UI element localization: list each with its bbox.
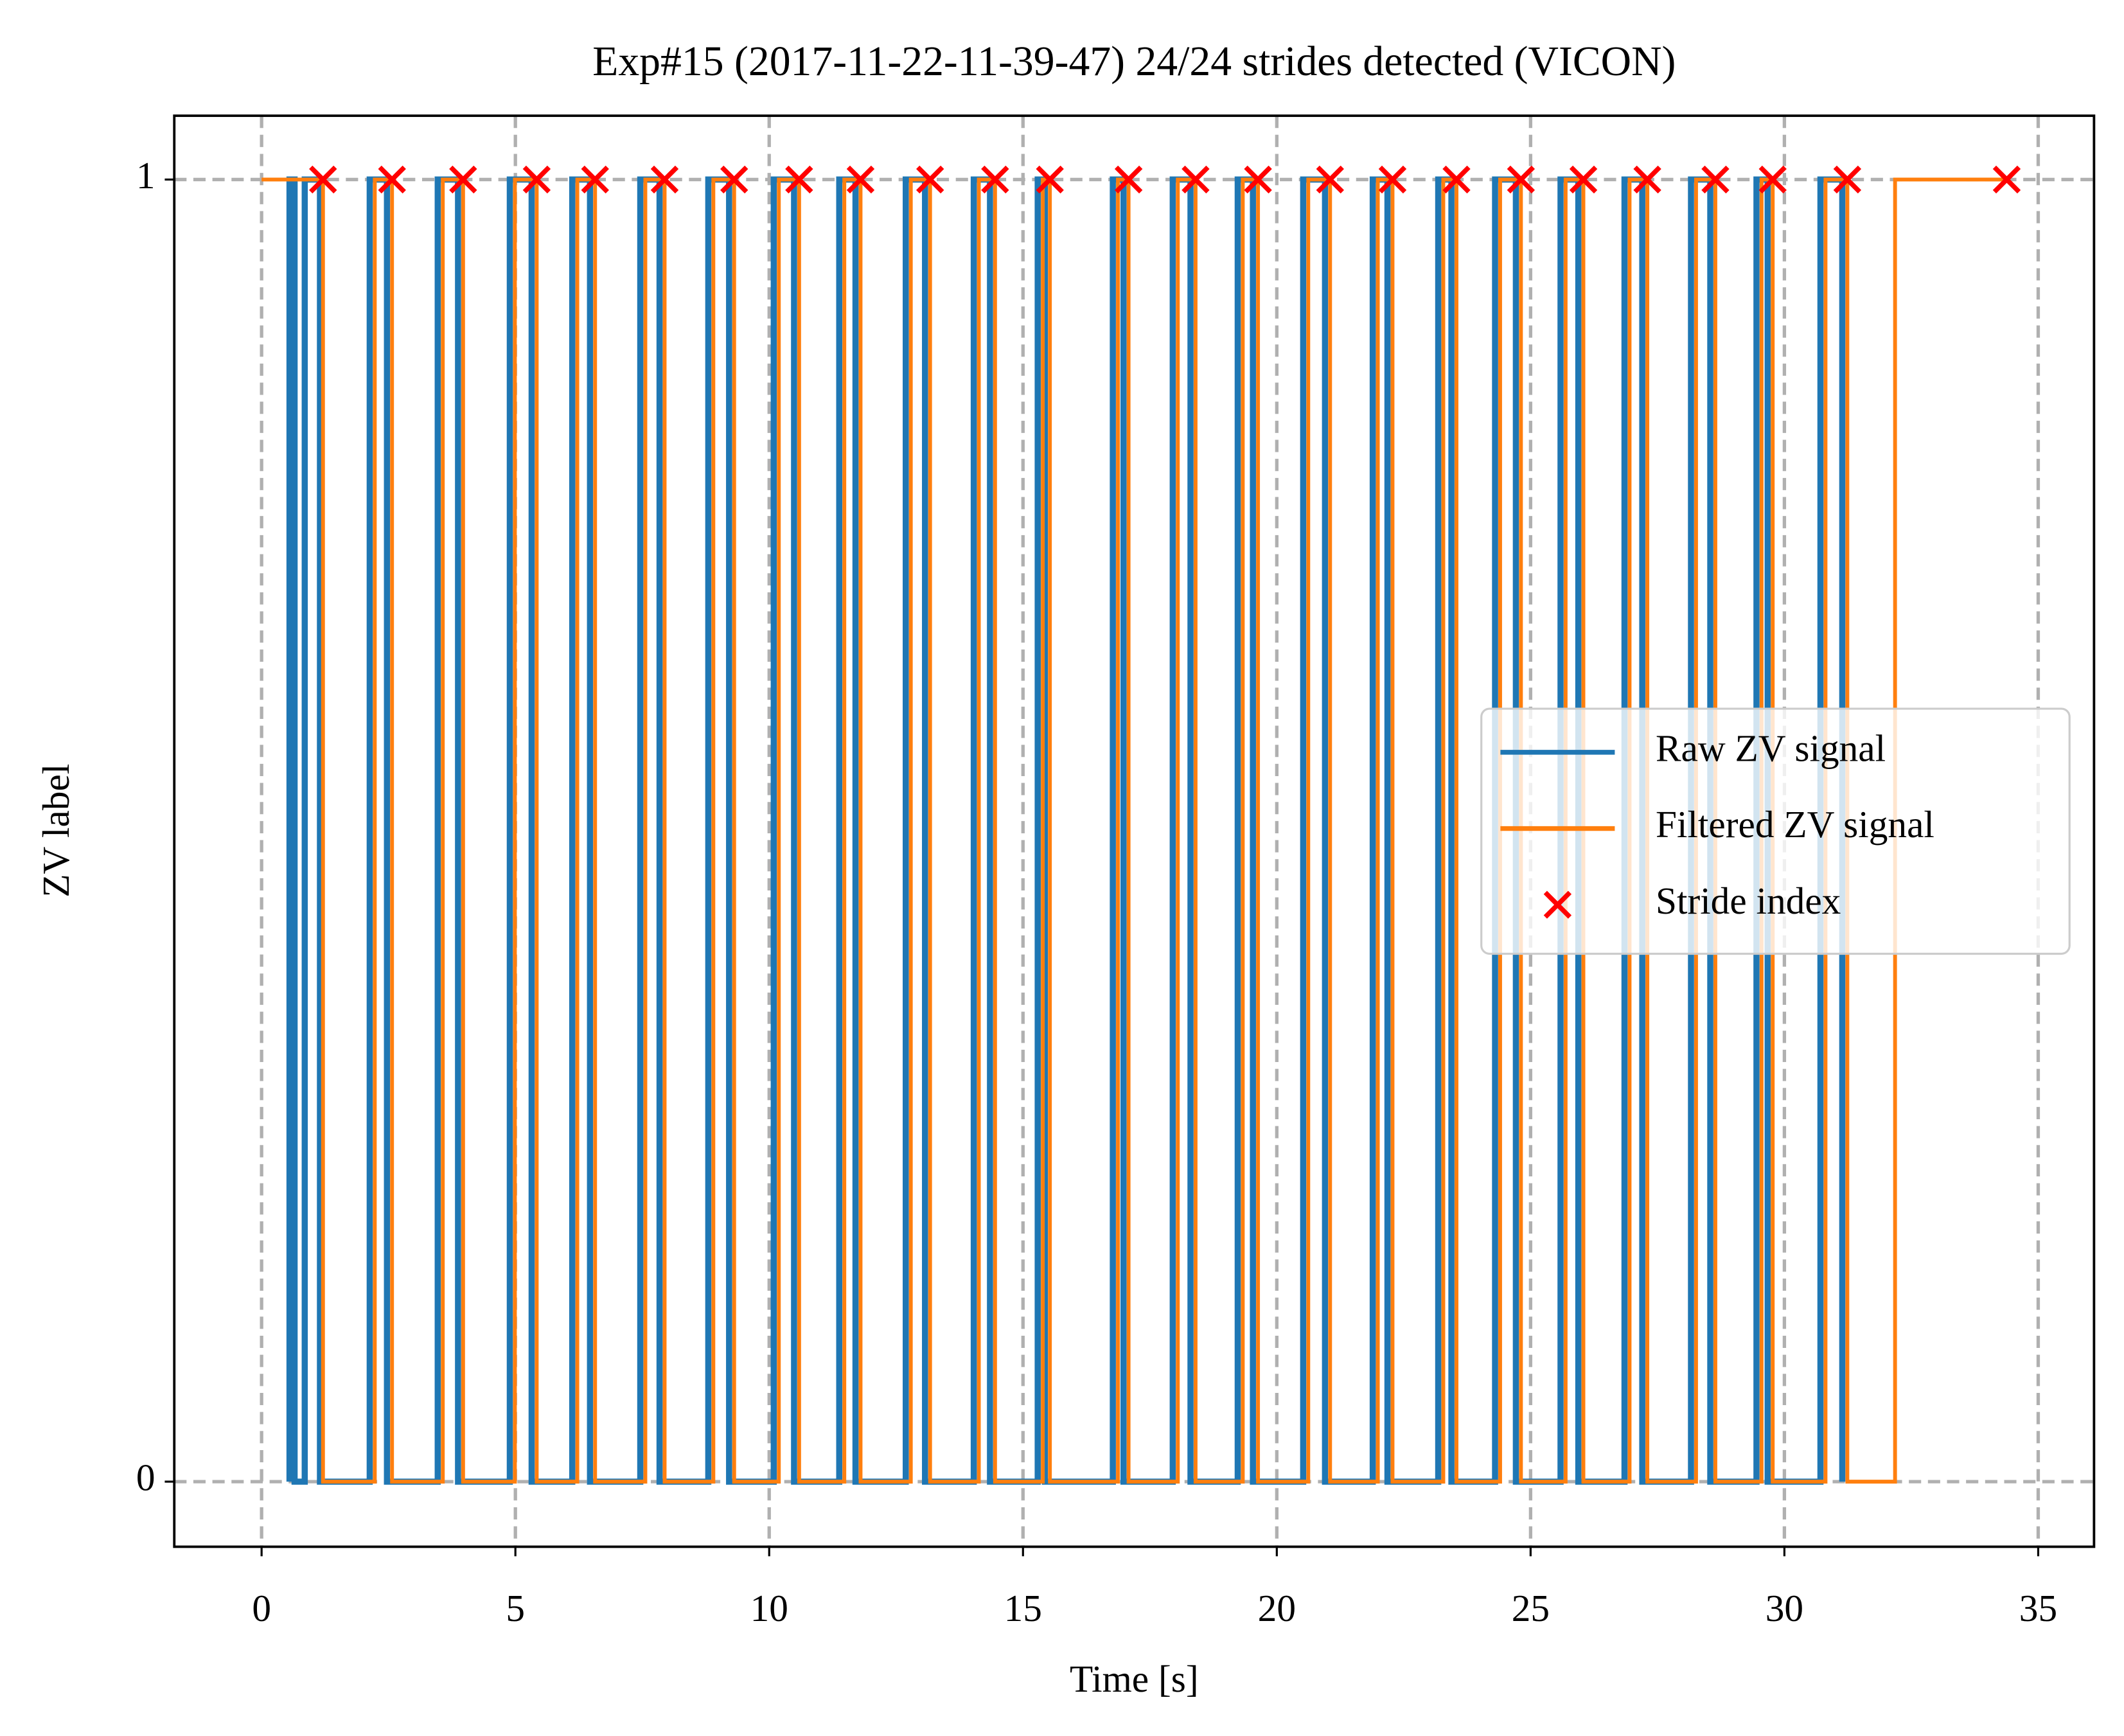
stride-marker [449,165,477,194]
stride-marker [309,165,337,194]
stride-marker [1244,165,1272,194]
stride-marker [785,165,813,194]
stride-marker [1633,165,1661,194]
x-tick-label: 25 [1512,1587,1550,1629]
x-tick-label: 35 [2019,1587,2057,1629]
stride-marker [1378,165,1407,194]
stride-marker [1569,165,1598,194]
stride-marker [650,165,679,194]
stride-marker [1992,165,2021,194]
legend-label: Raw ZV signal [1656,727,1886,769]
stride-marker [1507,165,1535,194]
stride-marker [522,165,551,194]
y-tick-label: 1 [136,154,155,197]
stride-marker [720,165,748,194]
stride-marker [1181,165,1210,194]
legend: Raw ZV signal Filtered ZV signal Stride in… [1480,707,2071,955]
chart-title: Exp#15 (2017-11-22-11-39-47) 24/24 strid… [592,38,1676,85]
stride-marker [1442,165,1471,194]
x-tick-label: 30 [1766,1587,1803,1629]
legend-label: Stride index [1656,880,1841,922]
x-axis-label: Time [s] [1070,1658,1199,1700]
legend-box [1480,707,2071,955]
x-tick-label: 0 [252,1587,271,1629]
y-axis-label: ZV label [35,764,77,898]
stride-marker [1114,165,1143,194]
y-tick-label: 0 [136,1457,155,1499]
stride-marker [1316,165,1344,194]
plot-frame [173,114,2096,1548]
stride-marker [581,165,609,194]
stride-marker [1701,165,1730,194]
stride-marker [916,165,944,194]
x-tick-label: 10 [750,1587,788,1629]
stride-marker [1036,165,1064,194]
stride-marker [981,165,1009,194]
stride-marker [1833,165,1862,194]
stride-marker [378,165,406,194]
legend-label: Filtered ZV signal [1656,803,1934,846]
legend-swatch [1543,890,1572,919]
x-tick-label: 15 [1004,1587,1042,1629]
stride-marker [846,165,875,194]
x-tick-label: 5 [506,1587,525,1629]
x-tick-label: 20 [1258,1587,1296,1629]
stride-marker [1758,165,1787,194]
